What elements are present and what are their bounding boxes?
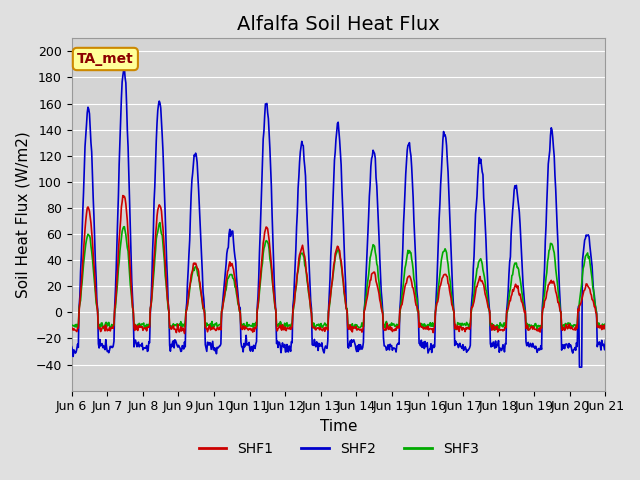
SHF2 <box>188 192 195 197</box>
Line: SHF2: SHF2 <box>72 68 605 367</box>
SHF1 <box>188 269 196 275</box>
SHF2 <box>420 339 428 345</box>
SHF3 <box>491 327 499 333</box>
SHF3 <box>404 248 412 253</box>
SHF1 <box>216 324 224 330</box>
SHF3 <box>132 326 140 332</box>
Y-axis label: Soil Heat Flux (W/m2): Soil Heat Flux (W/m2) <box>15 131 30 298</box>
SHF2 <box>68 344 76 349</box>
SHF3 <box>602 324 609 330</box>
SHF1 <box>420 324 428 330</box>
Text: TA_met: TA_met <box>77 52 134 66</box>
Title: Alfalfa Soil Heat Flux: Alfalfa Soil Heat Flux <box>237 15 440 34</box>
SHF3 <box>420 324 428 329</box>
SHF3 <box>68 323 76 329</box>
SHF2 <box>120 65 128 71</box>
SHF2 <box>404 143 412 148</box>
Legend: SHF1, SHF2, SHF3: SHF1, SHF2, SHF3 <box>193 436 484 461</box>
SHF1 <box>180 331 188 336</box>
SHF2 <box>77 253 85 259</box>
SHF2 <box>602 337 609 343</box>
SHF2 <box>216 343 223 349</box>
SHF1 <box>119 192 127 198</box>
Line: SHF1: SHF1 <box>72 195 605 334</box>
SHF1 <box>133 324 141 329</box>
SHF3 <box>188 277 195 283</box>
SHF1 <box>68 324 76 330</box>
SHF1 <box>602 323 609 328</box>
SHF3 <box>77 287 85 293</box>
SHF3 <box>216 322 223 327</box>
SHF1 <box>405 274 413 279</box>
SHF2 <box>133 344 141 349</box>
X-axis label: Time: Time <box>320 419 357 434</box>
SHF2 <box>575 364 583 370</box>
SHF1 <box>77 281 85 287</box>
SHF3 <box>156 220 164 226</box>
Line: SHF3: SHF3 <box>72 223 605 330</box>
